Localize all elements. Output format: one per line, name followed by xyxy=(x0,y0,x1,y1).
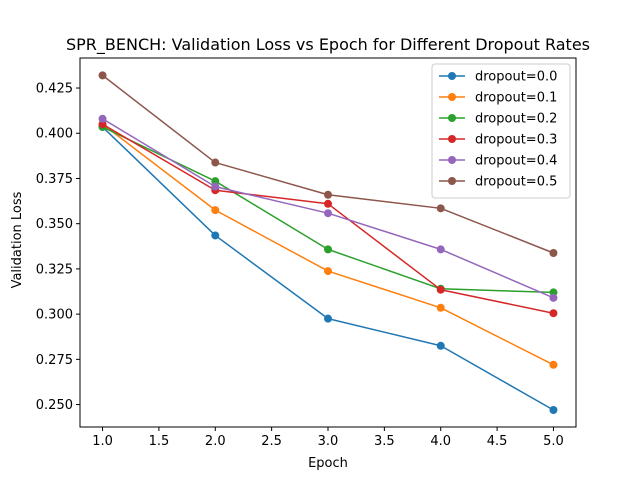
y-tick-label: 0.425 xyxy=(36,82,73,97)
legend-box xyxy=(431,63,571,199)
data-point xyxy=(98,114,107,123)
legend-item: dropout=0.3 xyxy=(439,133,557,148)
y-axis-label: Validation Loss xyxy=(10,191,25,288)
x-tick-label: 2.0 xyxy=(205,434,226,449)
data-point xyxy=(324,209,332,218)
x-axis: 1.0 1.5 2.0 2.5 3.0 3.5 4.0 4.5 5.0 xyxy=(92,427,564,449)
legend-marker xyxy=(448,114,456,122)
legend-item: dropout=0.1 xyxy=(439,91,557,106)
x-tick-label: 4.5 xyxy=(487,434,508,449)
legend-label: dropout=0.4 xyxy=(475,154,557,169)
data-point xyxy=(436,303,445,312)
data-point xyxy=(324,314,332,323)
x-tick-label: 2.5 xyxy=(261,434,282,449)
data-point xyxy=(98,71,107,80)
data-point xyxy=(549,248,558,257)
legend-marker xyxy=(448,156,456,164)
legend-item: dropout=0.0 xyxy=(439,70,557,85)
legend-marker xyxy=(448,93,456,101)
y-tick-label: 0.250 xyxy=(36,398,73,413)
legend-label: dropout=0.5 xyxy=(475,175,557,190)
x-tick-label: 1.5 xyxy=(149,434,170,449)
data-point xyxy=(436,204,445,213)
x-axis-label: Epoch xyxy=(308,456,348,471)
data-point xyxy=(324,245,332,254)
series-layer xyxy=(98,71,558,414)
data-point xyxy=(549,405,558,414)
data-point xyxy=(549,360,558,369)
y-tick-label: 0.325 xyxy=(36,262,73,277)
data-point xyxy=(324,199,332,208)
x-tick-label: 3.5 xyxy=(374,434,395,449)
data-point xyxy=(436,285,445,294)
data-point xyxy=(436,245,445,254)
legend: dropout=0.0 dropout=0.1 dropout=0.2 dropout… xyxy=(431,63,571,199)
y-tick-label: 0.375 xyxy=(36,172,73,187)
chart-title: SPR_BENCH: Validation Loss vs Epoch for … xyxy=(66,35,590,55)
data-point xyxy=(324,190,332,199)
legend-marker xyxy=(448,177,456,185)
x-tick-label: 5.0 xyxy=(543,434,564,449)
data-point xyxy=(549,309,558,318)
legend-item: dropout=0.4 xyxy=(439,154,557,169)
legend-marker xyxy=(448,135,456,143)
series-dropout=0.4 xyxy=(98,114,558,302)
y-axis: 0.250 0.275 0.300 0.325 0.350 0.375 0.400 0.425 xyxy=(36,82,80,413)
legend-item: dropout=0.2 xyxy=(439,112,557,127)
y-tick-label: 0.300 xyxy=(36,308,73,323)
y-tick-label: 0.350 xyxy=(36,217,73,232)
data-point xyxy=(211,158,220,167)
data-point xyxy=(211,231,220,240)
legend-label: dropout=0.1 xyxy=(475,91,557,106)
data-point xyxy=(436,341,445,350)
y-tick-label: 0.400 xyxy=(36,127,73,142)
x-tick-label: 4.0 xyxy=(430,434,451,449)
plot-area-frame xyxy=(79,57,577,428)
data-point xyxy=(549,293,558,302)
data-point xyxy=(324,267,332,276)
data-point xyxy=(211,206,220,215)
legend-label: dropout=0.0 xyxy=(475,70,557,85)
series-dropout=0.5 xyxy=(98,71,558,257)
legend-marker xyxy=(448,72,456,80)
x-tick-label: 1.0 xyxy=(92,434,113,449)
legend-item: dropout=0.5 xyxy=(439,175,557,190)
data-point xyxy=(211,182,220,191)
legend-label: dropout=0.2 xyxy=(475,112,557,127)
x-tick-label: 3.0 xyxy=(318,434,339,449)
y-tick-label: 0.275 xyxy=(36,353,73,368)
legend-label: dropout=0.3 xyxy=(475,133,557,148)
